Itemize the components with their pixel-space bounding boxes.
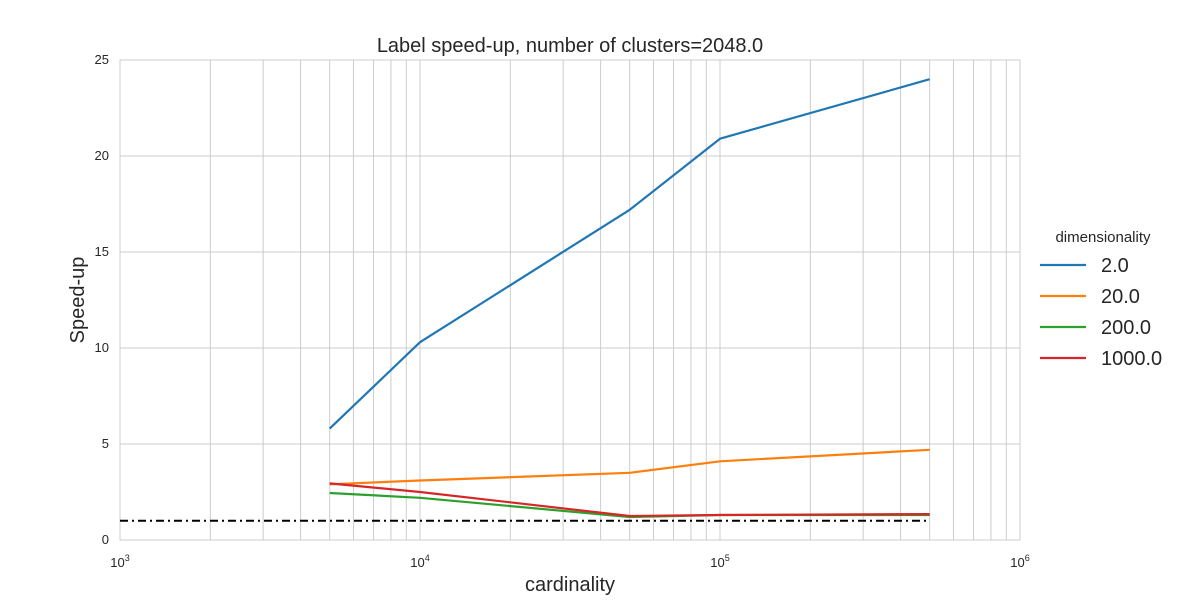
chart-title: Label speed-up, number of clusters=2048.… (377, 35, 763, 57)
legend-items: 2.0 20.0 200.0 1000.0 (1040, 255, 1162, 370)
y-tick-label: 0 (102, 532, 109, 547)
plot-area (119, 59, 1021, 541)
x-tick-label: 106 (1010, 553, 1029, 570)
x-tick-label: 103 (110, 553, 129, 570)
y-tick-labels: 0 5 10 15 20 25 (95, 52, 109, 547)
series-layer (328, 78, 931, 519)
legend-label-0: 2.0 (1101, 255, 1129, 277)
series-line-0 (328, 78, 931, 430)
legend: dimensionality 2.0 20.0 200.0 1000.0 (1040, 229, 1162, 370)
grid-layer (120, 60, 1020, 540)
legend-title: dimensionality (1055, 229, 1151, 246)
y-tick-label: 25 (95, 52, 109, 67)
x-tick-label: 105 (710, 553, 729, 570)
x-tick-labels: 103 104 105 106 (110, 553, 1029, 570)
legend-label-1: 20.0 (1101, 286, 1140, 308)
y-tick-label: 15 (95, 244, 109, 259)
y-tick-label: 20 (95, 148, 109, 163)
legend-label-3: 1000.0 (1101, 348, 1162, 370)
series-line-1 (329, 448, 930, 486)
series-line-3 (329, 482, 930, 518)
x-axis-label: cardinality (525, 574, 615, 596)
y-tick-label: 5 (102, 436, 109, 451)
y-axis-label: Speed-up (67, 257, 89, 344)
legend-label-2: 200.0 (1101, 317, 1151, 339)
x-tick-label: 104 (410, 553, 429, 570)
y-tick-label: 10 (95, 340, 109, 355)
